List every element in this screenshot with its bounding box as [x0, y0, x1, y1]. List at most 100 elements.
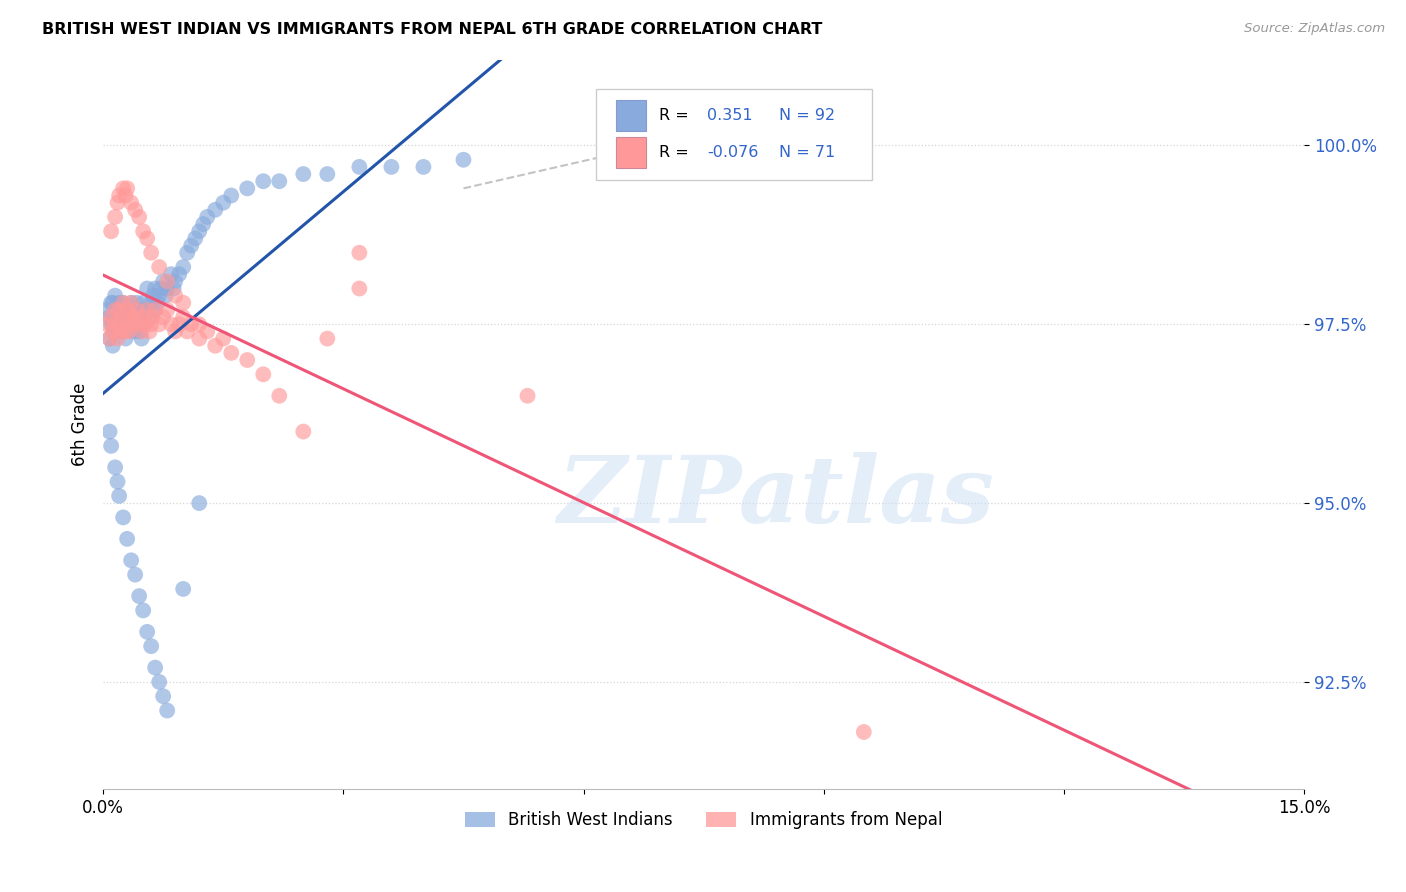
Point [269, 389, 291, 403]
Point [115, 318, 138, 332]
Point [172, 582, 194, 596]
Point [180, 238, 202, 252]
Point [142, 288, 165, 302]
Point [115, 532, 138, 546]
Point [269, 174, 291, 188]
Point [107, 195, 129, 210]
Point [162, 281, 184, 295]
Point [141, 295, 163, 310]
Point [143, 660, 166, 674]
FancyBboxPatch shape [596, 89, 872, 180]
Point [316, 167, 339, 181]
Bar [616, 101, 645, 131]
Point [104, 210, 127, 224]
Y-axis label: 6th Grade: 6th Grade [72, 383, 89, 467]
Point [852, 725, 875, 739]
Point [152, 274, 174, 288]
Point [136, 302, 159, 317]
Point [141, 318, 163, 332]
Point [110, 302, 132, 317]
Point [98, 425, 121, 439]
Point [108, 318, 131, 332]
Point [125, 302, 148, 317]
Point [107, 318, 129, 332]
Point [120, 318, 142, 332]
Point [148, 288, 170, 302]
Point [120, 310, 142, 325]
Point [349, 245, 371, 260]
Point [114, 310, 136, 325]
Point [165, 288, 187, 302]
Point [128, 589, 150, 603]
Point [236, 353, 259, 368]
Text: N = 92: N = 92 [779, 108, 835, 123]
Point [101, 325, 124, 339]
Point [128, 318, 150, 332]
Point [142, 310, 165, 325]
Point [176, 245, 198, 260]
Bar [616, 137, 645, 168]
Point [131, 332, 153, 346]
Point [132, 603, 155, 617]
Text: -0.076: -0.076 [707, 145, 759, 160]
Point [100, 310, 122, 325]
Legend: British West Indians, Immigrants from Nepal: British West Indians, Immigrants from Ne… [458, 805, 949, 836]
Point [380, 160, 402, 174]
Point [115, 181, 138, 195]
Point [146, 295, 169, 310]
Point [131, 325, 153, 339]
Point [160, 318, 183, 332]
Point [104, 288, 127, 302]
Point [112, 310, 135, 325]
Point [132, 295, 155, 310]
Point [136, 281, 159, 295]
Point [104, 325, 127, 339]
Point [188, 318, 211, 332]
Text: R =: R = [659, 145, 695, 160]
Point [114, 188, 136, 202]
Point [108, 302, 131, 317]
Point [128, 302, 150, 317]
Point [138, 325, 160, 339]
Point [100, 439, 122, 453]
Point [292, 167, 315, 181]
Point [136, 624, 159, 639]
Point [112, 510, 135, 524]
Point [100, 318, 122, 332]
Point [172, 260, 194, 274]
Point [108, 310, 131, 325]
Point [136, 302, 159, 317]
Point [156, 302, 179, 317]
Point [112, 295, 135, 310]
Point [188, 496, 211, 510]
Point [100, 224, 122, 238]
Point [165, 274, 187, 288]
Point [101, 318, 124, 332]
Point [156, 274, 179, 288]
Point [148, 674, 170, 689]
Point [114, 332, 136, 346]
Point [143, 281, 166, 295]
Point [124, 310, 146, 325]
Point [453, 153, 475, 167]
Point [104, 302, 127, 317]
Point [148, 260, 170, 274]
Point [152, 690, 174, 704]
Point [212, 195, 235, 210]
Point [128, 210, 150, 224]
Point [176, 325, 198, 339]
Point [101, 295, 124, 310]
Point [112, 181, 135, 195]
Point [104, 318, 127, 332]
Point [292, 425, 315, 439]
Point [167, 267, 190, 281]
Point [204, 339, 226, 353]
Point [120, 553, 142, 567]
Point [120, 295, 142, 310]
Point [167, 318, 190, 332]
Point [118, 310, 141, 325]
Point [188, 224, 211, 238]
Point [252, 174, 274, 188]
Point [141, 245, 163, 260]
Point [516, 389, 538, 403]
